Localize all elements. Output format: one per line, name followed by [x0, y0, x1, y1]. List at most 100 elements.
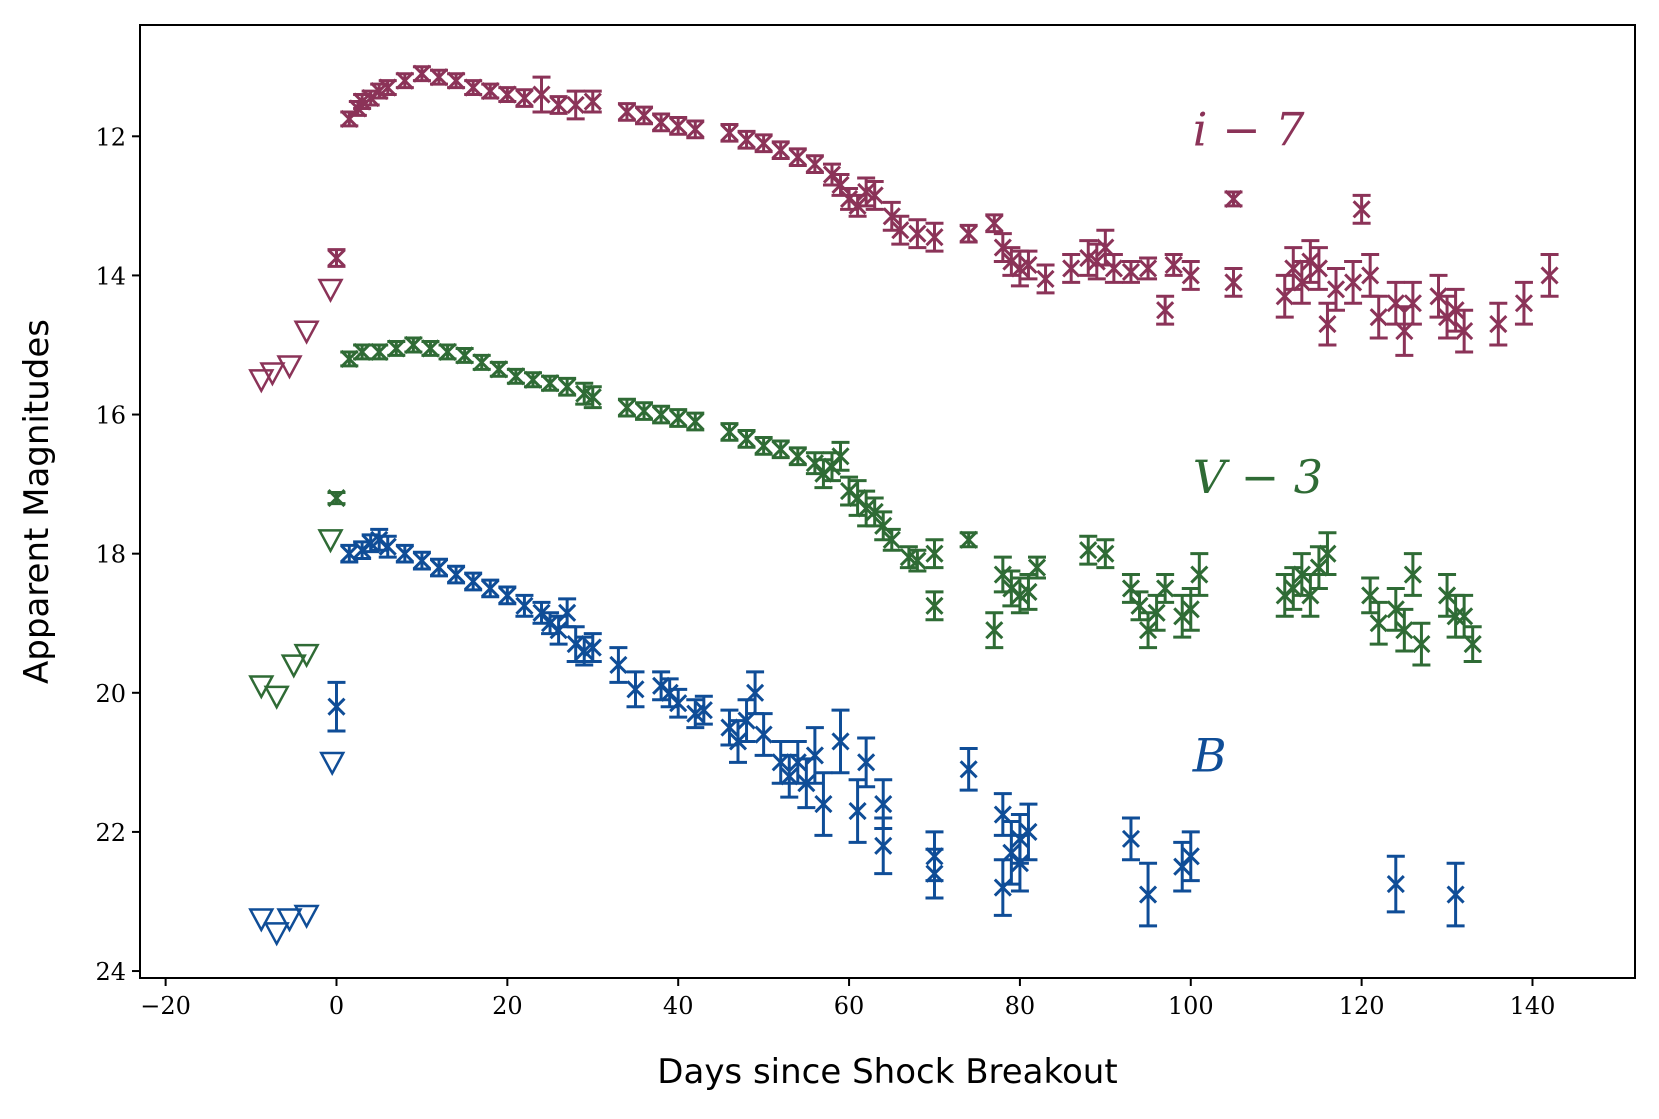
x-marker: [626, 680, 645, 699]
x-marker: [1096, 238, 1115, 257]
v-band-data-point: [805, 451, 824, 476]
axes-layer: −20 0 20 40 60 80 100 120 140 12 14 16 18 20 22 24: [95, 123, 1555, 1020]
v-band-upper-limit-marker: [280, 654, 307, 679]
x-marker: [523, 370, 543, 389]
i-band-data-point: [464, 78, 483, 97]
i-band-data-point: [1079, 239, 1098, 277]
v-band-data-point: [985, 611, 1004, 650]
plot-frame: [139, 24, 1636, 979]
x-tick-label: 120: [1339, 992, 1385, 1020]
x-marker: [472, 353, 491, 372]
x-marker: [498, 85, 517, 104]
x-marker: [1446, 885, 1465, 904]
b-band-data-point: [993, 792, 1012, 837]
i-band-data-point: [1540, 253, 1559, 298]
x-marker: [1138, 885, 1158, 904]
x-marker: [1019, 582, 1038, 601]
x-marker: [720, 718, 739, 737]
x-marker: [1164, 255, 1183, 275]
i-band-data-point: [686, 119, 705, 140]
x-marker: [1096, 544, 1115, 563]
x-marker: [634, 402, 654, 421]
b-band-data-point: [874, 816, 893, 876]
b-band-data-point: [669, 687, 688, 719]
i-band-data-point: [652, 112, 671, 133]
x-marker: [1395, 621, 1414, 640]
v-band-label: V − 3: [1193, 450, 1323, 504]
x-marker: [1284, 259, 1303, 278]
x-marker: [669, 408, 688, 428]
i-band-data-point: [498, 85, 517, 104]
x-marker: [814, 795, 833, 814]
x-marker: [686, 412, 705, 431]
x-marker: [583, 92, 602, 111]
v-band-data-point: [1130, 590, 1149, 622]
x-marker: [1121, 829, 1141, 848]
v-band-data-point: [455, 346, 474, 365]
x-marker: [1104, 259, 1123, 278]
x-marker: [882, 530, 901, 549]
v-band-data-point: [1412, 621, 1431, 667]
x-marker: [993, 565, 1012, 584]
x-marker: [1489, 315, 1508, 334]
i-band-data-point: [891, 214, 910, 246]
i-band-data-point: [959, 223, 978, 244]
i-band-data-point: [1403, 280, 1422, 326]
x-marker: [506, 367, 525, 386]
b-band-data-point: [515, 593, 534, 618]
x-marker: [558, 603, 577, 622]
x-marker: [1395, 322, 1414, 341]
v-band-data-point: [327, 488, 346, 508]
series-labels: i − 7 V − 3 B: [1192, 102, 1323, 782]
x-marker: [395, 544, 414, 563]
x-marker: [1369, 308, 1388, 327]
x-tick-label: 100: [1168, 992, 1214, 1020]
v-band-upper-limit-marker: [293, 643, 320, 669]
v-band-data-point: [1079, 534, 1098, 566]
x-marker: [831, 447, 850, 466]
x-marker: [848, 801, 867, 821]
x-tick-label: 40: [663, 992, 694, 1020]
v-band-data-point: [1284, 566, 1303, 611]
v-band-data-point: [1463, 625, 1482, 663]
x-marker: [788, 148, 807, 167]
x-marker: [754, 436, 773, 455]
b-band-data-point: [1446, 861, 1465, 928]
v-band-data-point: [720, 422, 739, 442]
x-marker: [438, 342, 457, 362]
x-marker: [780, 767, 799, 786]
b-band-data-point: [1019, 802, 1038, 862]
y-tick-label: 18: [95, 541, 126, 569]
v-band-data-point: [353, 342, 372, 362]
x-marker: [754, 725, 773, 744]
i-band-data-point: [1164, 253, 1183, 277]
i-band-data-point: [1275, 273, 1294, 319]
x-marker: [925, 596, 944, 615]
i-band-data-point: [429, 68, 449, 87]
x-marker: [874, 516, 893, 535]
b-band-data-point: [558, 597, 577, 629]
b-band-data-point: [814, 771, 833, 837]
x-marker: [1181, 266, 1200, 285]
x-marker: [481, 579, 500, 598]
b-band-data-point: [340, 543, 359, 564]
data-layer: [248, 64, 1559, 947]
x-marker: [737, 130, 756, 149]
x-marker: [652, 113, 671, 132]
y-axis-title: Apparent Magnitudes: [17, 319, 57, 684]
x-marker: [737, 711, 756, 730]
x-marker: [891, 221, 910, 240]
i-band-data-point: [908, 218, 927, 250]
x-marker: [1463, 635, 1482, 654]
v-band-data-point: [737, 429, 756, 449]
x-marker: [1087, 252, 1106, 271]
b-band-data-point: [395, 543, 414, 564]
x-marker: [609, 655, 628, 675]
b-band-data-point: [481, 578, 500, 599]
x-marker: [874, 836, 893, 855]
x-marker: [959, 760, 978, 779]
x-marker: [1540, 266, 1559, 285]
i-band-data-point: [720, 122, 739, 143]
x-tick-label: 80: [1005, 992, 1036, 1020]
